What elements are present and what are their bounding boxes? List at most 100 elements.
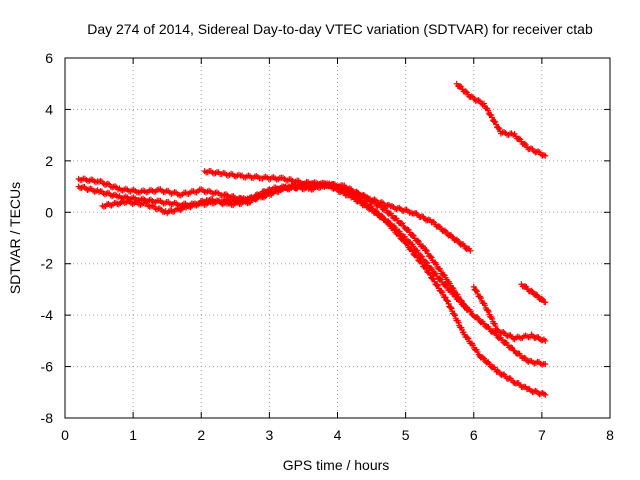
data-point xyxy=(437,275,444,282)
data-point xyxy=(468,93,475,100)
data-point xyxy=(467,247,474,254)
data-point xyxy=(480,100,487,107)
data-point xyxy=(78,184,85,191)
data-point xyxy=(364,194,371,201)
data-point xyxy=(423,265,430,272)
data-point xyxy=(263,189,270,196)
data-point xyxy=(409,248,416,255)
series-track-c xyxy=(99,180,549,368)
data-point xyxy=(528,145,535,152)
data-point xyxy=(460,329,467,336)
data-point xyxy=(429,275,436,282)
data-point xyxy=(428,254,435,261)
data-point xyxy=(489,114,496,121)
data-point xyxy=(496,125,503,132)
y-tick-label: 0 xyxy=(45,204,53,220)
data-point xyxy=(156,205,163,212)
data-point xyxy=(442,281,449,288)
data-point xyxy=(425,216,432,223)
series-track-g xyxy=(453,80,549,159)
y-axis-label: SDTVAR / TECUs xyxy=(7,182,23,294)
data-point xyxy=(104,180,111,187)
data-point xyxy=(542,391,549,398)
data-point xyxy=(489,315,496,322)
data-point xyxy=(473,288,480,295)
data-point xyxy=(481,302,488,309)
data-point xyxy=(245,199,252,206)
data-point xyxy=(477,295,484,302)
data-point xyxy=(404,241,411,248)
data-point xyxy=(528,287,535,294)
data-point xyxy=(428,266,435,273)
series-track-d xyxy=(201,168,549,398)
data-point xyxy=(442,294,449,301)
data-point xyxy=(444,297,451,304)
data-point xyxy=(437,267,444,274)
data-point xyxy=(252,196,259,203)
data-point xyxy=(450,290,457,297)
data-point xyxy=(469,342,476,349)
data-point xyxy=(427,253,434,260)
y-tick-label: -2 xyxy=(41,256,54,272)
x-tick-label: 2 xyxy=(197,427,205,443)
x-tick-label: 3 xyxy=(265,427,273,443)
data-point xyxy=(391,226,398,233)
data-point xyxy=(485,107,492,114)
data-point xyxy=(438,288,445,295)
data-point xyxy=(441,227,448,234)
data-point xyxy=(516,135,523,142)
data-point xyxy=(521,140,528,147)
data-point xyxy=(435,223,442,230)
data-point xyxy=(418,253,425,260)
data-point xyxy=(492,322,499,329)
data-point xyxy=(378,212,385,219)
y-tick-label: -6 xyxy=(41,359,54,375)
data-point xyxy=(423,247,430,254)
data-point xyxy=(495,124,502,131)
data-point xyxy=(410,210,417,217)
data-point xyxy=(439,289,446,296)
y-tick-label: 4 xyxy=(45,101,53,117)
data-point xyxy=(462,88,469,95)
data-point xyxy=(504,333,511,340)
data-point xyxy=(474,314,481,321)
data-point xyxy=(540,390,547,397)
data-point xyxy=(417,257,424,264)
data-point xyxy=(457,83,464,90)
data-point xyxy=(385,219,392,226)
tick-labels: 0 1 2 3 4 5 6 7 8 -8 -6 -4 -2 0 2 4 6 xyxy=(41,50,615,443)
axes xyxy=(64,57,611,419)
data-point xyxy=(542,299,549,306)
x-tick-label: 1 xyxy=(129,427,137,443)
data-point xyxy=(259,193,266,200)
y-tick-label: 6 xyxy=(45,50,53,66)
data-point xyxy=(367,203,374,210)
data-point xyxy=(409,231,416,238)
data-point xyxy=(452,312,459,319)
data-point xyxy=(414,237,421,244)
data-point xyxy=(433,261,440,268)
series-track-f xyxy=(518,281,549,306)
chart-title: Day 274 of 2014, Sidereal Day-to-day VTE… xyxy=(87,21,593,37)
data-point xyxy=(532,334,539,341)
data-point xyxy=(434,281,441,288)
data-point xyxy=(474,348,481,355)
y-tick-label: 2 xyxy=(45,153,53,169)
x-tick-label: 8 xyxy=(606,427,614,443)
data-point xyxy=(542,361,549,367)
data-point xyxy=(533,291,540,298)
data-point xyxy=(373,208,380,215)
data-point xyxy=(389,202,395,209)
data-point xyxy=(455,319,462,326)
data-point xyxy=(536,391,543,398)
data-point xyxy=(538,295,545,302)
data-point xyxy=(223,191,230,198)
x-tick-label: 0 xyxy=(61,427,69,443)
x-tick-label: 6 xyxy=(470,427,478,443)
data-point xyxy=(542,152,549,159)
x-tick-label: 4 xyxy=(334,427,342,443)
data-point xyxy=(485,308,492,315)
data-point xyxy=(434,282,441,289)
data-point xyxy=(539,337,546,344)
x-axis-label: GPS time / hours xyxy=(283,457,390,473)
